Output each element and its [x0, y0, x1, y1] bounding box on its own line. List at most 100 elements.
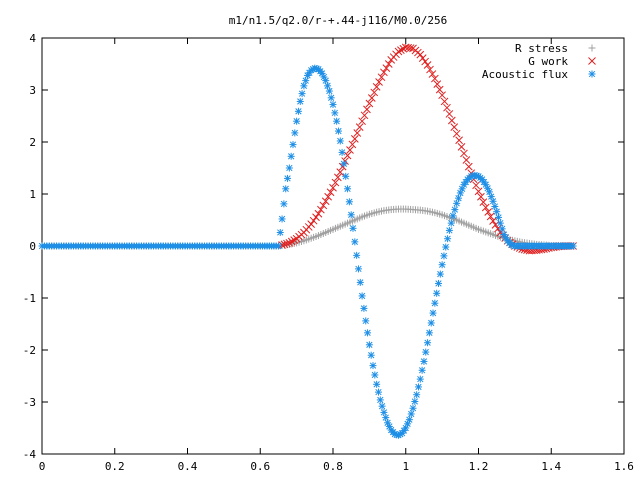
data-point: [472, 181, 480, 190]
data-point: [278, 215, 286, 223]
data-point: [284, 174, 292, 182]
data-point: [363, 105, 371, 114]
data-point: [329, 183, 337, 192]
data-point: [380, 408, 388, 416]
data-point: [413, 391, 421, 399]
legend-label: R stress: [515, 42, 568, 55]
axis-ticks: 0 0.2 0.4 0.6 0.8 1 1.2 1.4 1.6 4 3 2 1 0 -1 -2 -3 -4: [23, 32, 634, 473]
data-point: [416, 375, 424, 383]
data-point: [433, 80, 442, 88]
data-point: [347, 211, 355, 219]
data-point: [274, 242, 282, 250]
data-point: [407, 410, 415, 418]
data-point: [345, 198, 353, 206]
data-point: [333, 173, 342, 182]
data-point: [340, 160, 348, 168]
data-point: [370, 88, 379, 97]
data-point: [438, 261, 446, 269]
x-tick-label: 1.6: [614, 460, 634, 473]
data-point: [349, 224, 357, 232]
data-point: [334, 127, 342, 135]
data-point: [331, 109, 339, 117]
data-point: [440, 97, 449, 106]
data-point: [364, 329, 372, 337]
data-point: [438, 91, 446, 100]
data-point: [414, 383, 422, 391]
data-point: [436, 270, 444, 278]
data-point: [282, 185, 290, 193]
data-point: [406, 44, 415, 52]
data-point: [495, 213, 503, 221]
data-point: [444, 235, 452, 243]
x-tick-label: 1: [402, 460, 409, 473]
data-point: [365, 99, 374, 108]
data-point: [569, 242, 577, 250]
data-point: [455, 136, 463, 145]
data-point: [351, 238, 359, 246]
data-point: [360, 304, 368, 312]
data-point: [287, 152, 295, 160]
data-point: [344, 185, 352, 193]
data-point: [289, 141, 297, 149]
data-point: [462, 156, 471, 164]
data-point: [327, 94, 335, 102]
data-point: [491, 202, 499, 210]
data-point: [493, 208, 501, 216]
data-point: [338, 148, 346, 156]
x-tick-label: 1.4: [541, 460, 561, 473]
data-point: [358, 117, 366, 126]
data-point: [430, 74, 439, 83]
data-point: [435, 85, 444, 94]
data-point: [399, 44, 408, 53]
data-point: [285, 239, 294, 247]
data-point: [336, 168, 345, 177]
data-point: [382, 64, 391, 73]
data-point: [460, 149, 468, 158]
data-point: [376, 396, 384, 404]
data-point: [426, 65, 434, 74]
data-point: [307, 220, 316, 229]
data-point: [287, 237, 296, 246]
data-point: [324, 192, 333, 201]
chart-title: m1/n1.5/q2.0/r-+.44-j116/M0.0/256: [229, 14, 448, 27]
data-point: [394, 47, 403, 56]
data-point: [371, 371, 379, 379]
data-point: [457, 142, 466, 151]
data-point: [362, 317, 370, 325]
data-point: [317, 205, 325, 214]
data-point: [454, 194, 462, 202]
data-point: [321, 197, 330, 206]
data-point: [452, 129, 461, 138]
data-point: [382, 414, 390, 422]
data-point: [378, 402, 386, 410]
data-point: [420, 357, 428, 365]
data-point: [367, 94, 376, 102]
data-point: [360, 111, 369, 120]
data-point: [285, 164, 293, 172]
data-point: [440, 252, 448, 260]
data-point: [356, 278, 364, 286]
data-point: [309, 216, 318, 225]
legend-label: Acoustic flux: [482, 68, 568, 81]
data-point: [293, 117, 301, 125]
data-point: [343, 151, 352, 160]
data-point: [481, 203, 490, 212]
data-point: [429, 309, 437, 317]
data-point: [498, 225, 506, 233]
data-point: [280, 240, 289, 249]
data-point: [353, 251, 361, 259]
data-point: [372, 83, 381, 91]
x-tick-label: 0.6: [250, 460, 270, 473]
data-point: [276, 228, 284, 236]
x-tick-label: 0.8: [323, 460, 343, 473]
data-point: [350, 135, 359, 143]
data-point: [355, 123, 364, 131]
data-point: [489, 217, 497, 225]
legend-marker: [588, 57, 596, 65]
data-point: [409, 404, 417, 412]
data-point: [369, 362, 377, 370]
data-point: [491, 220, 500, 229]
data-point: [283, 239, 291, 248]
data-point: [445, 110, 454, 118]
